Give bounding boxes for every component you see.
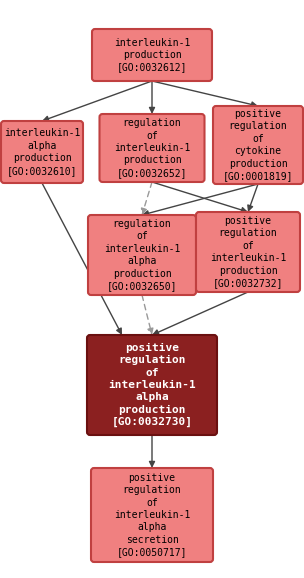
Text: interleukin-1
production
[GO:0032612]: interleukin-1 production [GO:0032612] — [114, 38, 190, 72]
Text: positive
regulation
of
interleukin-1
production
[GO:0032732]: positive regulation of interleukin-1 pro… — [210, 216, 286, 288]
Text: positive
regulation
of
cytokine
production
[GO:0001819]: positive regulation of cytokine producti… — [223, 109, 293, 181]
FancyBboxPatch shape — [196, 212, 300, 292]
Text: positive
regulation
of
interleukin-1
alpha
production
[GO:0032730]: positive regulation of interleukin-1 alp… — [108, 343, 196, 427]
FancyBboxPatch shape — [99, 114, 205, 182]
Text: regulation
of
interleukin-1
production
[GO:0032652]: regulation of interleukin-1 production [… — [114, 118, 190, 178]
Text: positive
regulation
of
interleukin-1
alpha
secretion
[GO:0050717]: positive regulation of interleukin-1 alp… — [114, 473, 190, 557]
FancyBboxPatch shape — [91, 468, 213, 562]
FancyBboxPatch shape — [1, 121, 83, 183]
FancyBboxPatch shape — [88, 215, 196, 295]
Text: regulation
of
interleukin-1
alpha
production
[GO:0032650]: regulation of interleukin-1 alpha produc… — [104, 219, 180, 291]
FancyBboxPatch shape — [87, 335, 217, 435]
FancyBboxPatch shape — [92, 29, 212, 81]
FancyBboxPatch shape — [213, 106, 303, 184]
Text: interleukin-1
alpha
production
[GO:0032610]: interleukin-1 alpha production [GO:00326… — [4, 128, 80, 176]
